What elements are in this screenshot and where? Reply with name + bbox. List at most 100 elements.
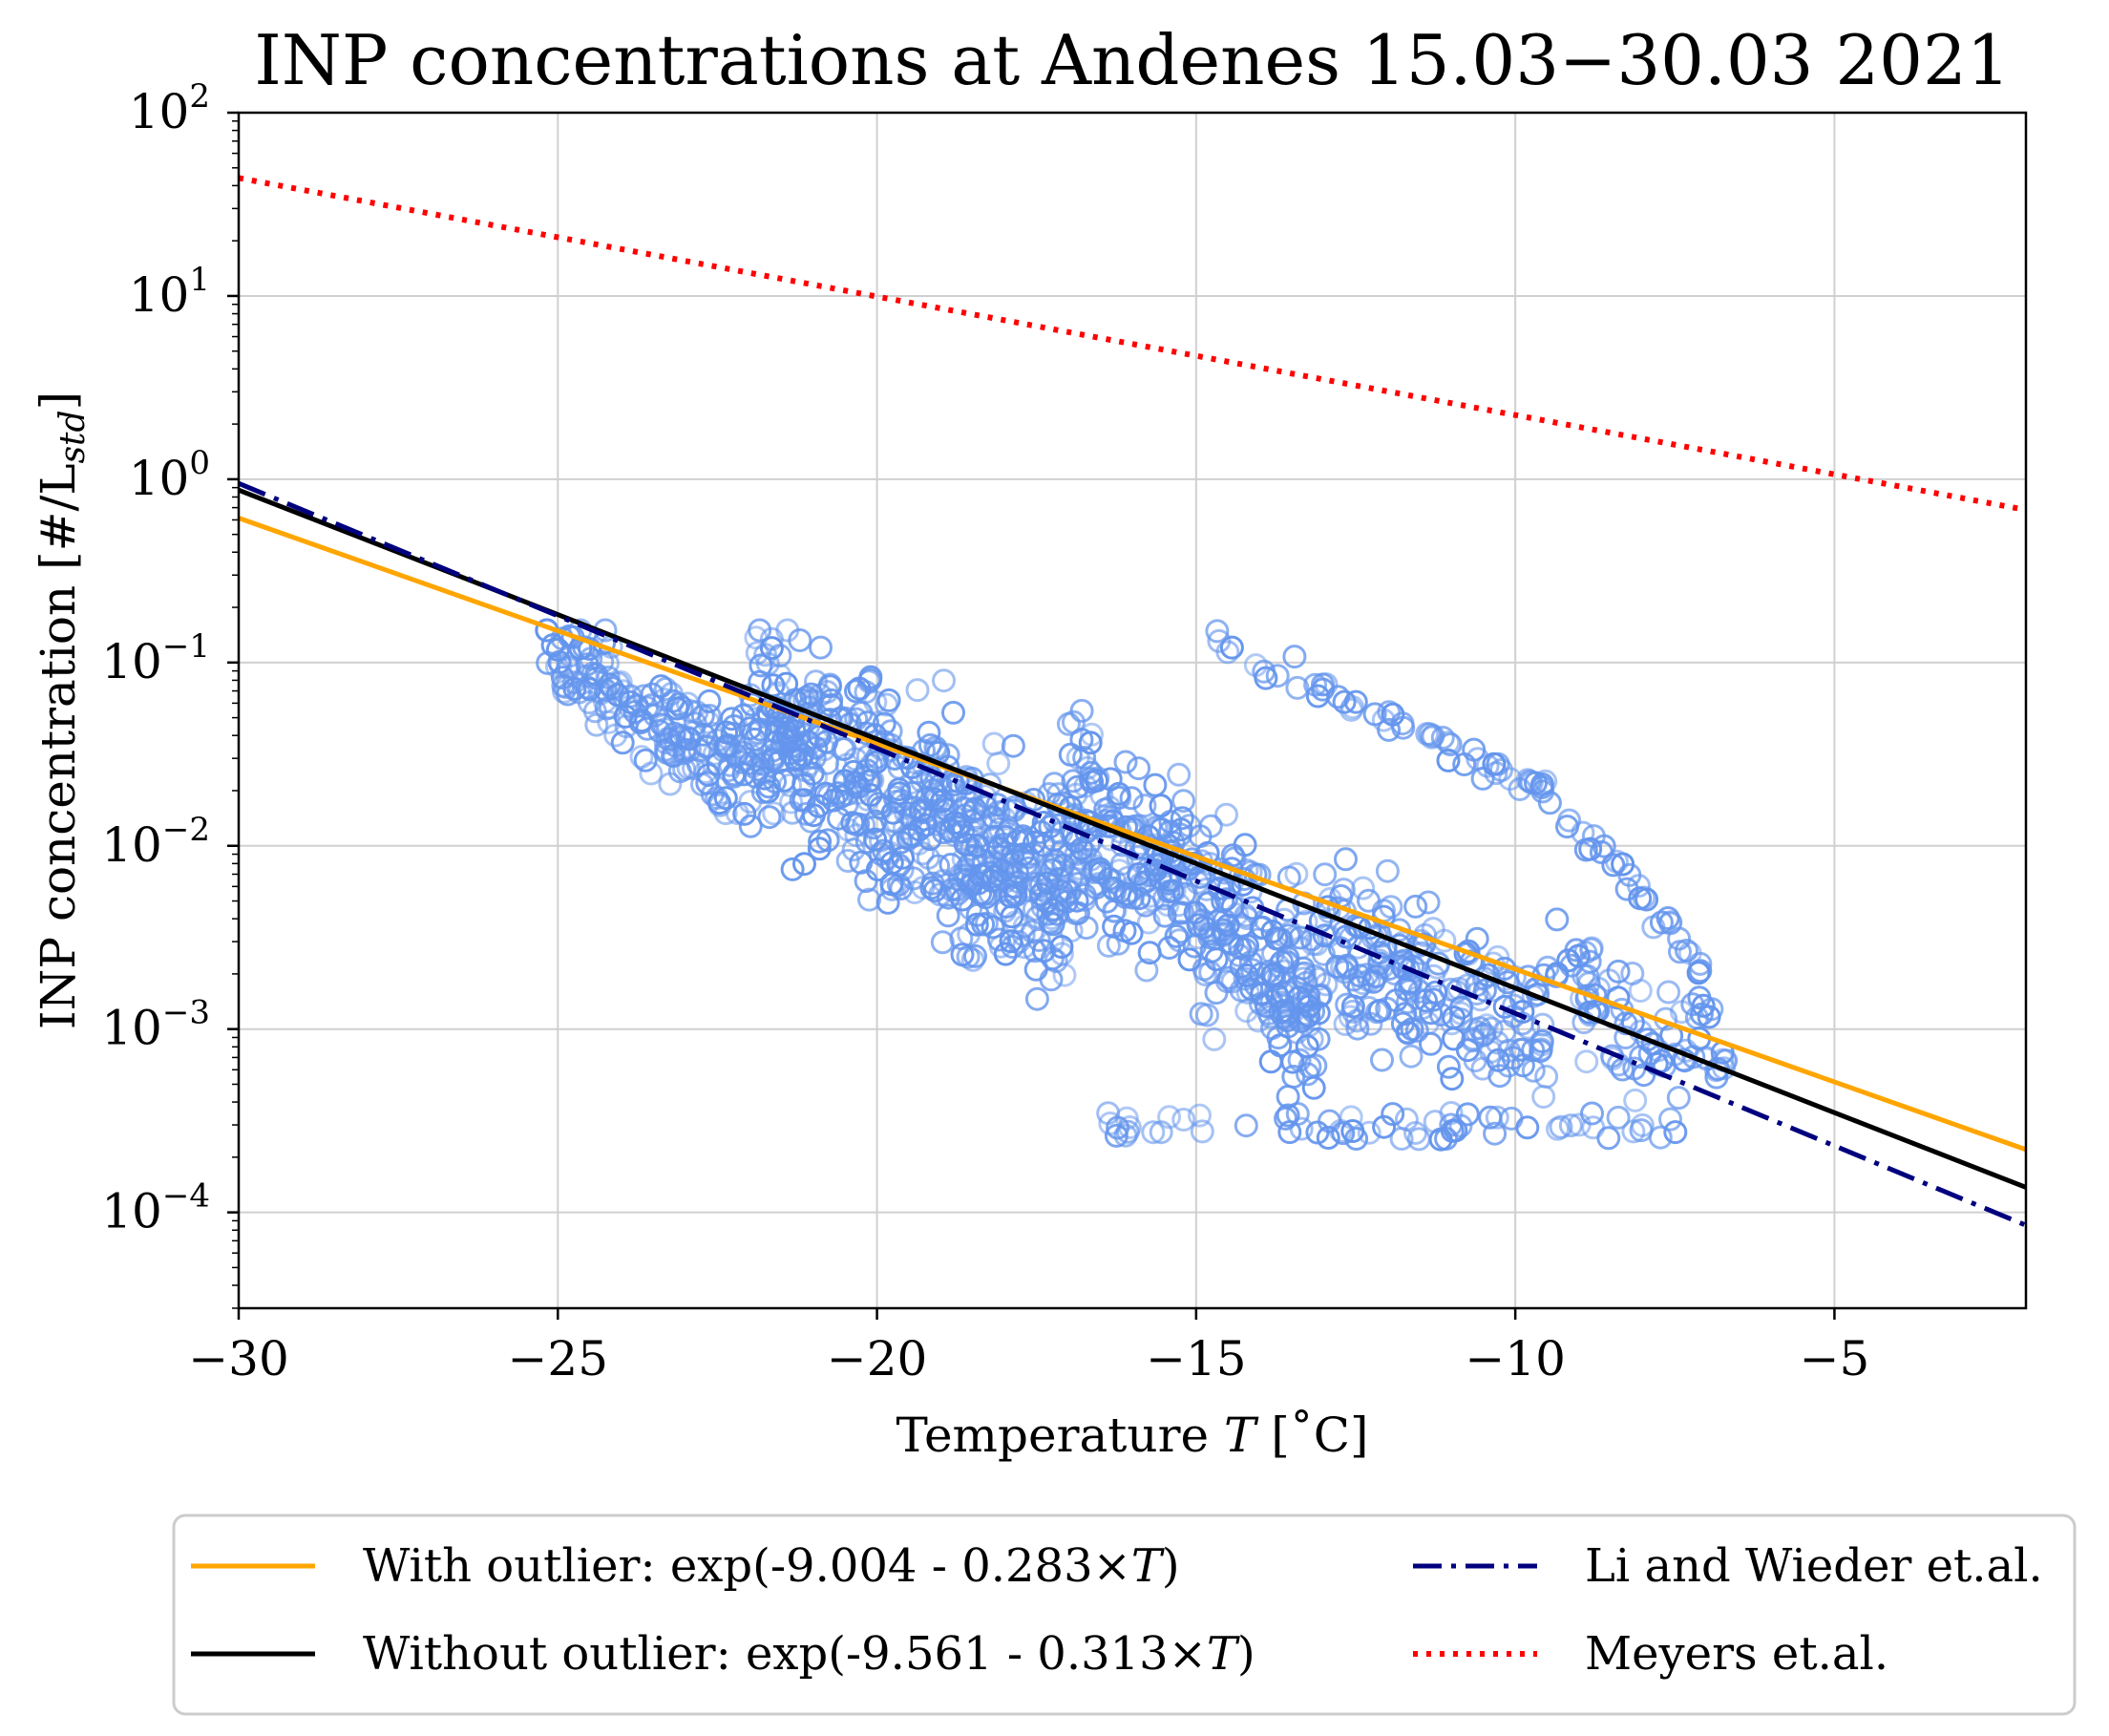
scatter-point (1492, 994, 1517, 1019)
y-tick-label: 10−4 (101, 1177, 210, 1239)
series-line-with-outlier (238, 516, 2027, 1153)
scatter-point (1132, 794, 1157, 818)
scatter-point (1416, 890, 1441, 915)
legend-label-li-wieder: Li and Wieder et.al. (1585, 1539, 2043, 1593)
scatter-point (1233, 937, 1257, 962)
scatter-point (1234, 1113, 1258, 1138)
series-lines (238, 175, 2027, 1228)
scatter-point (1189, 1002, 1213, 1027)
scatter-point (1088, 860, 1113, 885)
scatter-point (1537, 791, 1562, 815)
legend: With outlier: exp(-9.004 - 0.283×T) With… (172, 1514, 2077, 1716)
scatter-point (762, 801, 787, 826)
x-tick-label: −30 (188, 1331, 289, 1387)
scatter-point (1258, 1005, 1283, 1029)
scatter-point (1397, 979, 1422, 1004)
scatter-point (1023, 957, 1048, 982)
scatter-point (1355, 963, 1380, 987)
scatter-point (1246, 1008, 1271, 1033)
scatter-point (791, 788, 816, 813)
scatter-point (1284, 1020, 1309, 1045)
scatter-point (635, 716, 660, 741)
scatter-point (1361, 969, 1386, 994)
scatter-point (1285, 675, 1310, 700)
scatter-point (1258, 1049, 1283, 1074)
scatter-point (1143, 773, 1168, 797)
scatter-point (1104, 1123, 1128, 1148)
scatter-point (1439, 1101, 1464, 1125)
scatter-point (1574, 1049, 1599, 1074)
scatter-point (804, 669, 828, 694)
scatter-point (1288, 925, 1313, 950)
scatter-point (844, 679, 868, 704)
scatter-point (1375, 858, 1400, 883)
scatter-point (813, 781, 838, 806)
scatter-point (807, 836, 832, 861)
scatter-point (963, 845, 988, 869)
scatter-point (1216, 965, 1241, 990)
scatter-point (1127, 756, 1151, 781)
scatter-point (1436, 1054, 1461, 1079)
scatter-point (1314, 972, 1339, 997)
scatter-point (936, 903, 960, 928)
scatter-point (1093, 797, 1118, 822)
scatter-point (1579, 936, 1604, 961)
legend-label-meyers: Meyers et.al. (1585, 1627, 1888, 1681)
scatter-point (1351, 876, 1376, 900)
scatter-point (1492, 1019, 1517, 1044)
scatter-point (866, 792, 891, 816)
scatter-point (830, 783, 854, 808)
scatter-point (1440, 1118, 1465, 1143)
plot-frame (237, 111, 2028, 1310)
scatter-point (562, 676, 587, 701)
legend-label-without-outlier: Without outlier: exp(-9.561 - 0.313×T) (363, 1627, 1255, 1681)
y-tick-label: 101 (129, 261, 210, 323)
scatter-point (992, 806, 1017, 831)
scatter-point (683, 711, 707, 736)
scatter-point (1516, 1015, 1541, 1040)
scatter-point (1316, 923, 1340, 948)
scatter-point (1280, 1049, 1305, 1074)
scatter-point (1219, 635, 1244, 660)
scatter-point (1296, 1062, 1320, 1087)
scatter-point (1167, 762, 1192, 787)
y-tick-label: 10−2 (101, 811, 210, 873)
scatter-point (613, 704, 638, 729)
scatter-point (1623, 1088, 1648, 1112)
scatter-point (930, 930, 955, 955)
scatter-point (719, 707, 744, 731)
legend-frame (172, 1514, 2077, 1716)
scatter-point (1573, 941, 1598, 964)
scatter-point (1675, 939, 1698, 963)
scatter-point (932, 668, 956, 693)
scatter-point (998, 883, 1023, 908)
scatter-point (1365, 1000, 1389, 1025)
y-tick-label: 102 (129, 77, 210, 139)
legend-entry-without-outlier: Without outlier: exp(-9.561 - 0.313×T) (191, 1627, 1255, 1681)
scatter-point (1276, 1103, 1300, 1128)
scatter-point (797, 752, 822, 776)
scatter-point (1440, 1067, 1465, 1091)
scatter-point (894, 800, 918, 825)
scatter-point (1334, 847, 1358, 872)
scatter-point (1399, 1044, 1424, 1069)
scatter-point (1436, 730, 1461, 755)
scatter-point (1157, 936, 1182, 960)
y-axis-ticks: 10−4 10−3 10−2 10−1 100 101 102 (101, 77, 239, 1309)
scatter-point (1422, 987, 1446, 1012)
scatter-point (1434, 1127, 1459, 1151)
scatter-point (1571, 963, 1596, 988)
scatter-point (540, 633, 565, 658)
scatter-point (928, 798, 953, 823)
y-tick-label: 10−1 (101, 627, 210, 689)
scatter-point (1031, 811, 1056, 835)
scatter-point (779, 790, 804, 815)
scatter-point (979, 807, 1003, 832)
scatter-point (956, 833, 980, 857)
scatter-point (1478, 1105, 1503, 1130)
scatter-point (1157, 1105, 1182, 1130)
scatter-point (746, 757, 770, 782)
scatter-point (1357, 888, 1381, 913)
scatter-point (1080, 722, 1104, 747)
scatter-point (1010, 824, 1035, 849)
